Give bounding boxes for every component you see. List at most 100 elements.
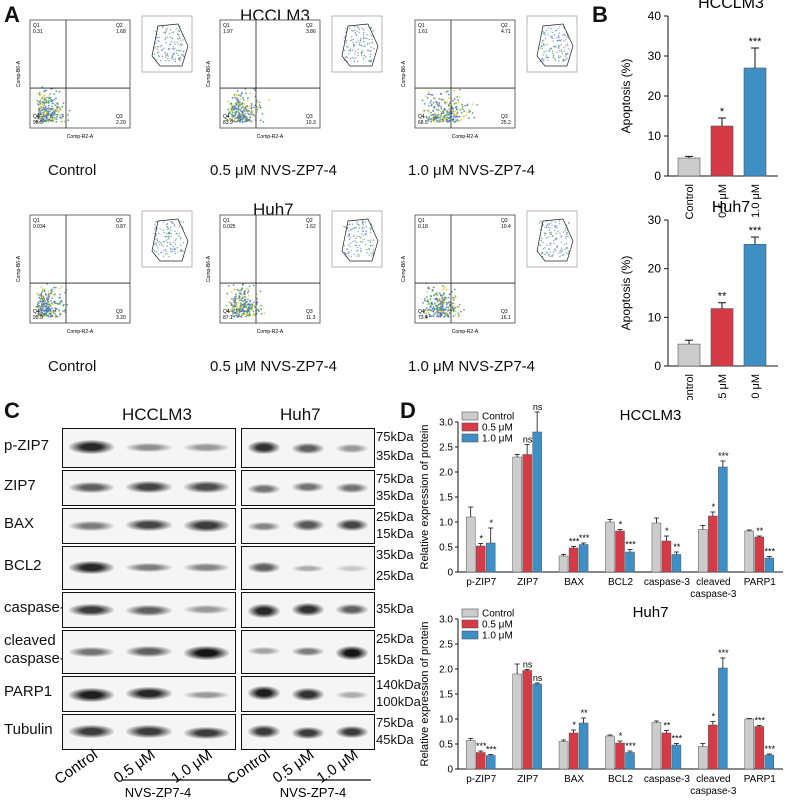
significance-mark: * [479,534,483,544]
flow-plot-frame [414,19,516,129]
bar-5-2 [718,667,728,770]
significance-mark: ** [673,542,681,552]
bar-3-0 [605,735,615,770]
q2-value: 3.86 [306,29,316,35]
wb-band [248,686,280,700]
q2-value: 1.62 [306,224,316,230]
y-tick-label: 2.0 [439,665,453,676]
q1-name: Q1 [418,23,425,29]
x-tick-label: BAX [564,774,584,785]
y-axis-label: Apoptosis (%) [619,256,633,331]
flow-plot-frame [414,214,516,324]
wb-blot-1-0 [62,470,236,506]
wb-mw-label-3-0: 35kDa [376,547,414,562]
q3-name: Q3 [306,309,313,315]
wb-blot-0-1 [241,428,375,468]
q2-name: Q2 [116,218,123,224]
bar-2-0 [558,555,569,573]
bar-5-1 [708,515,718,573]
significance-mark: ns [533,673,543,683]
gating-inset [141,15,193,73]
y-tick-label: 1.0 [439,715,453,726]
significance-mark: *** [765,547,776,557]
significance-mark: * [665,526,669,536]
bar-4-1 [661,540,672,573]
flow-dot-cloud [35,282,68,318]
significance-mark: *** [486,745,497,755]
q2-value: 0.87 [116,224,126,230]
significance-mark: ** [718,291,727,303]
y-tick-label: 0 [447,568,453,579]
legend-swatch-2 [461,433,479,443]
legend-label-0: Control [482,412,514,423]
wb-band [126,725,172,738]
wb-band [336,645,368,660]
bar-0-1 [475,545,486,573]
wb-mw-label-3-1: 25kDa [376,568,414,583]
q3-value: 2.29 [116,120,126,126]
wb-band [126,686,172,701]
bar-3-1 [615,530,625,573]
q2-value: 10.4 [501,224,511,230]
wb-blot-0-0 [62,428,236,468]
significance-mark: *** [625,540,636,550]
wb-band [183,726,229,740]
y-tick-label: 10 [648,129,662,143]
flow-axis-y: Comp-B6-A [401,60,407,87]
wb-mw-label-6-0: 140kDa [376,677,421,692]
flow-axis-y: Comp-B6-A [16,60,22,87]
bar-2-2 [578,722,589,770]
bar-5-1 [708,724,718,770]
y-tick-label: 30 [648,49,662,63]
significance-mark: * [712,502,716,512]
legend-swatch-1 [461,619,479,629]
q3-name: Q3 [501,309,508,315]
treatment-label: NVS-ZP7-4 [125,785,191,800]
chart-title: Huh7 [712,199,750,216]
wb-band [292,482,324,493]
legend-swatch-0 [461,411,479,421]
legend-label-2: 1.0 μM [482,631,513,642]
wb-blot-2-1 [241,508,375,544]
bar-1-0 [512,456,522,573]
bar-3-2 [625,752,635,770]
y-axis-label: Relative expression of protein [419,425,431,570]
y-tick-label: 10 [648,310,662,324]
wb-band [248,521,280,531]
panel-letter-c: C [4,398,20,423]
significance-mark: * [619,520,623,530]
wb-band [69,560,115,574]
bar-2 [743,244,767,367]
y-tick-label: 1.0 [439,518,453,529]
expression-chart-2: Huh7 0 0.5 1.0 1.5 2.0 2.5 3.0 Relative expressi… [419,604,783,797]
wb-mw-label-1-0: 75kDa [376,471,414,486]
q4-value: 87.1 [223,315,233,321]
bar-3-0 [605,521,615,573]
wb-band [183,645,229,660]
flow-axis-x: Comp-R2-A [67,329,94,335]
significance-mark: * [619,731,623,741]
bar-2-2 [578,544,589,573]
bar-0-2 [485,755,496,770]
bar-4-2 [671,744,682,770]
wb-protein-label-0: p-ZIP7 [4,437,50,454]
significance-mark: * [572,720,576,730]
wb-band [69,725,115,738]
x-tick-label: BCL2 [608,577,633,588]
bar-4-2 [671,554,682,573]
wb-blot-6-0 [62,676,236,712]
q2-name: Q2 [306,218,313,224]
legend-swatch-2 [461,630,479,640]
bar-2-1 [568,547,579,573]
wb-blot-2-0 [62,508,236,544]
significance-mark: ** [756,526,764,536]
x-tick-label: caspase-3 [644,577,691,588]
gate-polygon [151,23,189,67]
wb-blot-4-1 [241,592,375,628]
bar-1 [710,125,734,177]
wb-protein-label-6: PARP1 [4,683,53,700]
gate-polygon [536,23,574,67]
panel-letter-d: D [400,398,416,423]
wb-mw-label-5-1: 15kDa [376,652,414,667]
